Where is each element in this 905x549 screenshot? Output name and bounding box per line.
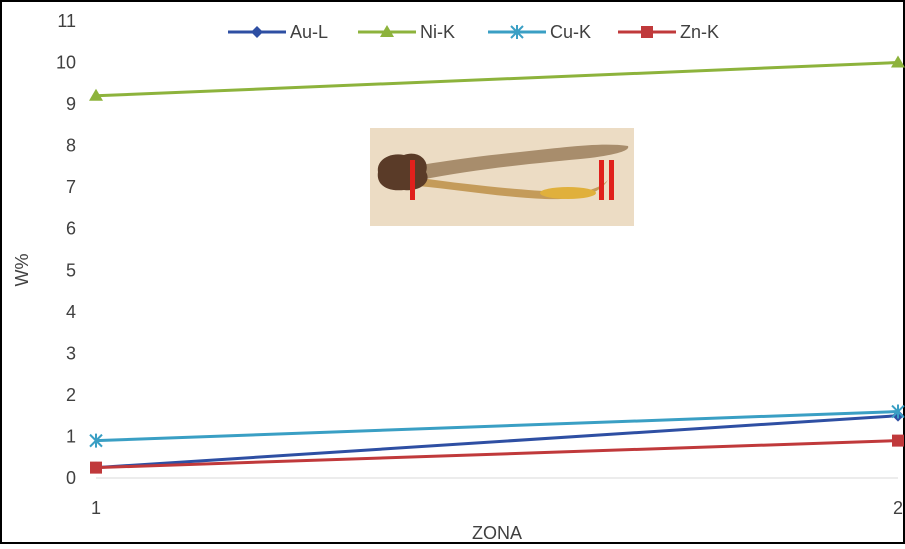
data-point (90, 461, 102, 474)
legend-label: Au-L (290, 22, 328, 42)
zone-marker-ii-a (599, 160, 604, 200)
plot-area (89, 55, 905, 474)
y-tick-label: 6 (66, 219, 76, 239)
y-tick-label: 5 (66, 260, 76, 280)
series-line (95, 410, 899, 443)
specimen-photo (370, 128, 634, 226)
y-axis: 0 1 2 3 4 5 6 7 8 9 10 11 (56, 11, 76, 488)
y-tick-label: 0 (66, 468, 76, 488)
legend-label: Ni-K (420, 22, 455, 42)
x-tick-label: 1 (91, 498, 101, 518)
y-tick-label: 11 (57, 11, 76, 31)
data-point (89, 433, 103, 448)
legend-label: Zn-K (680, 22, 719, 42)
x-axis-title: ZONA (472, 523, 522, 543)
specimen-gold-tip (540, 187, 596, 199)
legend: Au-L Ni-K Cu-K Zn-K (228, 22, 719, 42)
legend-marker (641, 26, 653, 38)
data-point (891, 55, 905, 68)
legend-marker (380, 25, 394, 37)
series-line (95, 61, 899, 98)
series-line (95, 439, 899, 470)
data-point (892, 434, 904, 447)
legend-label: Cu-K (550, 22, 591, 42)
zone-marker-ii-b (609, 160, 614, 200)
y-tick-label: 9 (66, 94, 76, 114)
y-axis-title: W% (12, 254, 32, 287)
legend-marker (251, 26, 263, 38)
data-point (891, 404, 905, 419)
legend-marker (510, 25, 524, 39)
y-tick-label: 4 (66, 302, 76, 322)
y-tick-label: 10 (56, 53, 76, 73)
zone-marker-i (410, 160, 415, 200)
y-tick-label: 8 (66, 136, 76, 156)
specimen-body (392, 144, 629, 180)
data-point (89, 88, 103, 101)
y-tick-label: 7 (66, 177, 76, 197)
y-tick-label: 1 (66, 426, 76, 446)
specimen-root (377, 153, 428, 191)
y-tick-label: 3 (66, 343, 76, 363)
x-tick-label: 2 (893, 498, 903, 518)
y-tick-label: 2 (66, 385, 76, 405)
series-line (95, 414, 899, 470)
